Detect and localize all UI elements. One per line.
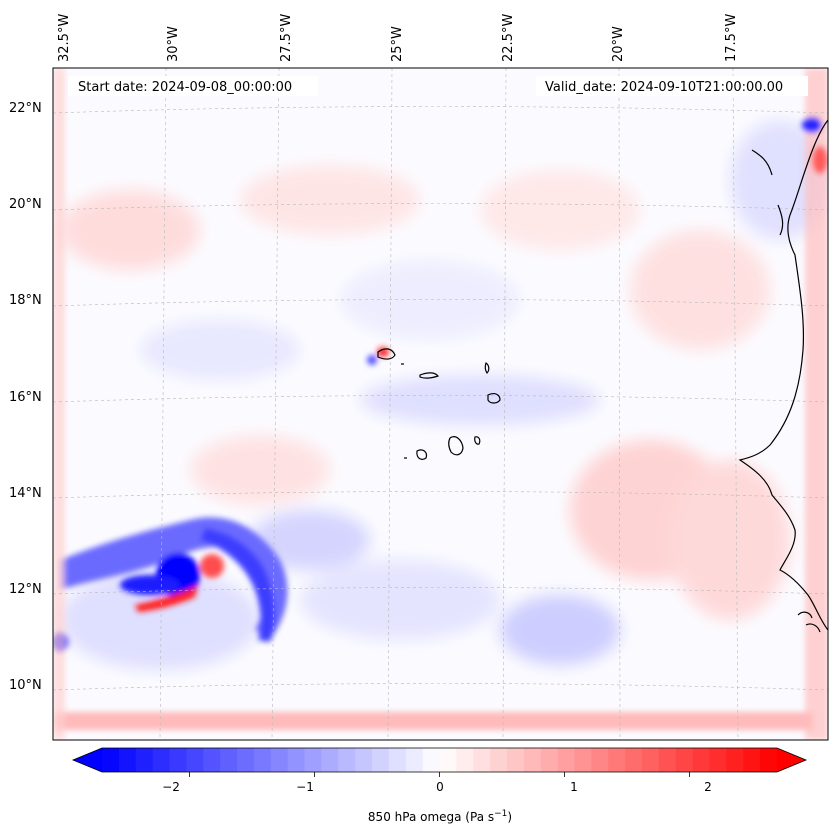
colorbar-cell [760,748,778,772]
lon-label-30w: 30°W [166,26,181,62]
colorbar-cell [388,748,407,772]
colorbar-extend-max [777,748,806,772]
colorbar-ticks [189,772,690,777]
lat-label-20n: 20°N [9,197,42,212]
island-santo-antao [377,348,396,360]
lon-label-20w: 20°W [611,26,626,62]
colorbar-cell [540,748,559,772]
colorbar-cell [658,748,677,772]
colorbar-cell [186,748,204,772]
vortex-feature [53,68,828,740]
map-frame [52,67,829,741]
colorbar-cell [523,748,542,772]
colorbar-title: 850 hPa omega (Pa s−1) [368,809,512,824]
colorbar-cell [557,748,576,772]
island-maio [474,436,481,445]
colorbar-cell [439,748,457,772]
coastlines [377,119,828,633]
colorbar-cell [152,748,171,772]
colorbar-cell [709,748,727,772]
island-fogo [416,449,428,460]
colorbar-cell [456,748,474,772]
colorbar-cell [574,748,592,772]
colorbar-cell [338,748,356,772]
colorbar-tick-label-neg2: −2 [162,780,180,794]
colorbar-cell [135,748,154,772]
colorbar-cell [422,748,441,772]
start-date-label: Start date: 2024-09-08_00:00:00 [78,80,292,95]
colorbar-cell [726,748,744,772]
island-boa-vista [487,393,501,404]
lon-label-27-5w: 27.5°W [279,14,294,62]
colorbar-tick-label-2: 2 [704,780,712,794]
colorbar-tick-label-neg1: −1 [296,780,314,794]
colorbar-cell [304,748,322,772]
lat-label-18n: 18°N [9,293,42,308]
colorbar-cell [473,748,491,772]
lat-label-16n: 16°N [9,390,42,405]
lon-label-17-5w: 17.5°W [724,14,739,62]
colorbar-cell [490,748,508,772]
colorbar-cell [169,748,187,772]
colorbar-cell [675,748,694,772]
colorbar-title-tail: ) [507,810,512,824]
lon-label-22-5w: 22.5°W [501,14,516,62]
map-panel: Start date: 2024-09-08_00:00:00 Valid_da… [53,68,828,740]
colorbar-cell [642,748,660,772]
island-sal [484,362,490,374]
latitude-labels: 22°N 20°N 18°N 16°N 14°N 12°N 10°N [9,101,42,693]
colorbar-cell [118,748,137,772]
lat-label-14n: 14°N [9,486,42,501]
island-santiago [448,436,464,456]
colorbar-cell [591,748,609,772]
omega-field [60,120,828,670]
colorbar-cell [253,748,272,772]
guinea-bissau-islands [797,611,821,633]
lat-label-12n: 12°N [9,582,42,597]
start-date-box [68,76,318,96]
gridlines [53,68,828,740]
colorbar-cell [220,748,238,772]
longitude-labels: 32.5°W 30°W 27.5°W 25°W 22.5°W 20°W 17.5… [57,14,739,62]
colorbar-cell [625,748,643,772]
colorbar-tick-label-0: 0 [436,780,444,794]
colorbar-outline [71,747,808,773]
colorbar-title-sup: −1 [494,809,507,819]
lat-label-10n: 10°N [9,678,42,693]
colorbar-title-text: 850 hPa omega (Pa s [368,810,494,824]
colorbar-extend-min [73,748,102,772]
colorbar-cell [743,748,761,772]
colorbar-cell [372,748,390,772]
colorbar-cell [102,748,120,772]
colorbar-cell [270,748,289,772]
lon-label-32-5w: 32.5°W [57,14,72,62]
lon-label-25w: 25°W [390,26,405,62]
colorbar-cell [692,748,711,772]
colorbar-cell [203,748,221,772]
colorbar-cell [405,748,424,772]
colorbar-cell [287,748,306,772]
lat-label-22n: 22°N [9,101,42,116]
island-sao-nicolau [419,372,439,379]
valid-date-box [536,76,808,96]
africa-coastline [738,119,828,631]
colorbar-cell [608,748,626,772]
colorbar-cell [507,748,525,772]
colorbar-cell [321,748,339,772]
colorbar-cell [237,748,255,772]
colorbar-cells [102,748,778,772]
colorbar-tick-label-1: 1 [570,780,578,794]
african-coast-notches [751,149,784,236]
colorbar-cell [355,748,373,772]
valid-date-label: Valid_date: 2024-09-10T21:00:00.00 [545,80,783,95]
colorbar: −2 −1 0 1 2 850 hPa omega (Pa s−1) [71,747,808,824]
